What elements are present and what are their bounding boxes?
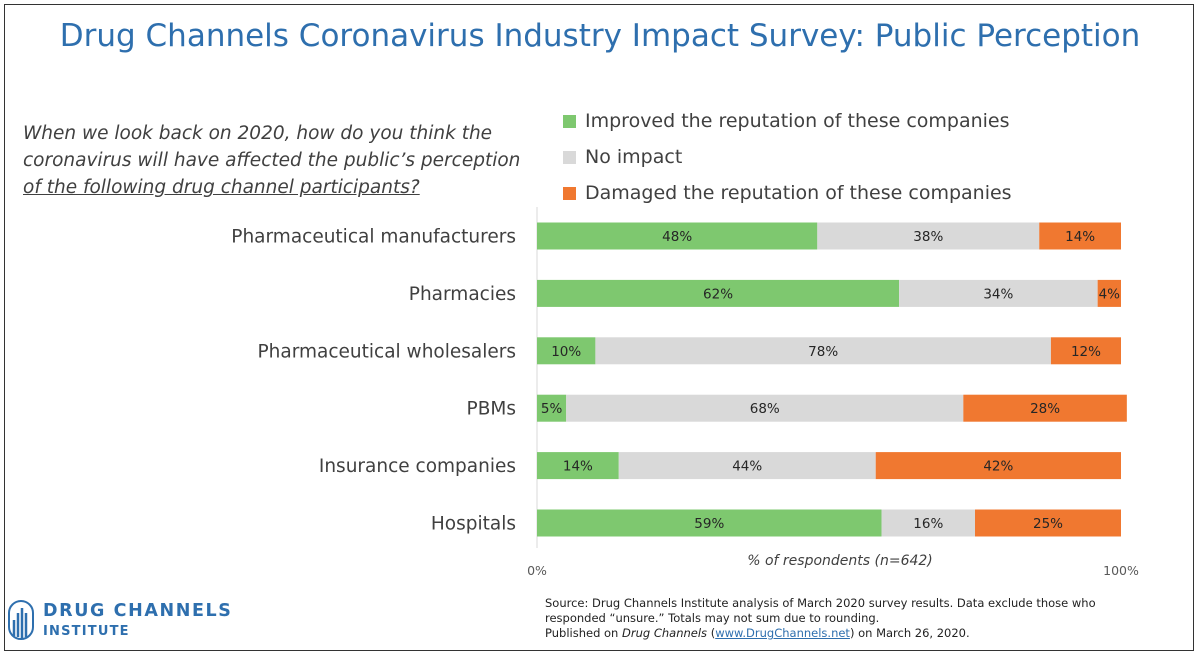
category-label-pharmacies: Pharmacies (409, 284, 516, 305)
logo: DRUG CHANNELS INSTITUTE (8, 600, 233, 640)
published-italic: Drug Channels (622, 626, 708, 640)
data-label-pharmacies-improved-the-reputation-of-these-companies: 62% (703, 286, 733, 302)
chart-legend: Improved the reputation of these compani… (563, 103, 1012, 211)
bar-pbms-damaged-the-reputation-of-these-companies (963, 394, 1127, 422)
logo-text-line-1: DRUG CHANNELS (43, 601, 233, 621)
category-label-pharmaceutical-wholesalers: Pharmaceutical wholesalers (258, 341, 517, 362)
data-label-pharmaceutical-manufacturers-improved-the-reputation-of-these-companies: 48% (662, 229, 692, 245)
legend-swatch-improved (563, 114, 576, 128)
bar-pbms-no-impact (566, 394, 964, 422)
bar-insurance-companies-improved-the-reputation-of-these-companies (537, 452, 619, 480)
bar-hospitals-damaged-the-reputation-of-these-companies (975, 509, 1121, 537)
bar-pharmaceutical-manufacturers-improved-the-reputation-of-these-companies (537, 222, 818, 250)
bar-insurance-companies-damaged-the-reputation-of-these-companies (875, 452, 1121, 480)
published-open: ( (707, 626, 716, 640)
published-line: Published on Drug Channels (www.DrugChan… (545, 626, 1165, 641)
logo-text-line-2: INSTITUTE (43, 624, 130, 639)
legend-item-improved: Improved the reputation of these compani… (563, 103, 1012, 139)
data-label-pharmaceutical-manufacturers-no-impact: 38% (913, 229, 943, 245)
bar-pbms-improved-the-reputation-of-these-companies (537, 394, 567, 422)
category-label-hospitals: Hospitals (431, 514, 516, 535)
drugchannels-link[interactable]: www.DrugChannels.net (715, 626, 850, 640)
x-axis-label: % of respondents (n=642) (747, 553, 933, 569)
source-line-1: Source: Drug Channels Institute analysis… (545, 596, 1096, 610)
legend-swatch-no-impact (563, 150, 576, 164)
data-label-pharmaceutical-wholesalers-improved-the-reputation-of-these-companies: 10% (551, 344, 581, 360)
data-label-insurance-companies-damaged-the-reputation-of-these-companies: 42% (983, 459, 1013, 475)
published-prefix: Published on (545, 626, 623, 640)
slide-frame (4, 4, 1194, 651)
question-line-3: of the following drug channel participan… (23, 177, 420, 198)
bar-insurance-companies-no-impact (618, 452, 876, 480)
source-note: Source: Drug Channels Institute analysis… (545, 596, 1165, 641)
bar-pharmacies-no-impact (899, 279, 1098, 307)
data-label-pharmaceutical-wholesalers-no-impact: 78% (808, 344, 838, 360)
survey-question: When we look back on 2020, how do you th… (23, 120, 523, 201)
question-line-1: When we look back on 2020, how do you th… (23, 123, 493, 144)
bar-pharmaceutical-manufacturers-no-impact (817, 222, 1040, 250)
page-title: Drug Channels Coronavirus Industry Impac… (59, 18, 1141, 54)
data-label-pharmacies-no-impact: 34% (983, 286, 1013, 302)
legend-label-improved: Improved the reputation of these compani… (585, 110, 1010, 132)
data-label-pbms-damaged-the-reputation-of-these-companies: 28% (1030, 401, 1060, 417)
data-label-pharmaceutical-wholesalers-damaged-the-reputation-of-these-companies: 12% (1071, 344, 1101, 360)
data-label-pbms-no-impact: 68% (750, 401, 780, 417)
data-label-hospitals-improved-the-reputation-of-these-companies: 59% (694, 516, 724, 532)
category-label-pbms: PBMs (467, 399, 516, 420)
x-tick-label-1: 100% (1103, 563, 1139, 578)
x-tick-label-0: 0% (527, 563, 547, 578)
bar-hospitals-improved-the-reputation-of-these-companies (537, 509, 882, 537)
data-label-pbms-improved-the-reputation-of-these-companies: 5% (541, 401, 563, 417)
data-label-insurance-companies-improved-the-reputation-of-these-companies: 14% (563, 459, 593, 475)
source-line-2: responded “unsure.” Totals may not sum d… (545, 611, 880, 625)
data-label-hospitals-no-impact: 16% (913, 516, 943, 532)
data-label-pharmacies-damaged-the-reputation-of-these-companies: 4% (1099, 286, 1121, 302)
bar-pharmaceutical-wholesalers-damaged-the-reputation-of-these-companies (1050, 337, 1121, 365)
bar-pharmaceutical-manufacturers-damaged-the-reputation-of-these-companies (1039, 222, 1121, 250)
category-label-insurance-companies: Insurance companies (319, 456, 516, 477)
data-label-insurance-companies-no-impact: 44% (732, 459, 762, 475)
legend-label-damaged: Damaged the reputation of these companie… (585, 182, 1012, 204)
published-suffix: ) on March 26, 2020. (849, 626, 970, 640)
logo-capsule-icon (8, 600, 34, 640)
bar-pharmaceutical-wholesalers-no-impact (595, 337, 1051, 365)
bar-pharmaceutical-wholesalers-improved-the-reputation-of-these-companies (537, 337, 596, 365)
bar-hospitals-no-impact (881, 509, 975, 537)
category-label-pharmaceutical-manufacturers: Pharmaceutical manufacturers (231, 227, 516, 248)
legend-label-no-impact: No impact (585, 146, 683, 168)
question-line-2: coronavirus will have affected the publi… (23, 150, 521, 171)
bar-pharmacies-damaged-the-reputation-of-these-companies (1097, 279, 1121, 307)
data-label-pharmaceutical-manufacturers-damaged-the-reputation-of-these-companies: 14% (1065, 229, 1095, 245)
data-label-hospitals-damaged-the-reputation-of-these-companies: 25% (1033, 516, 1063, 532)
bar-pharmacies-improved-the-reputation-of-these-companies (537, 279, 900, 307)
legend-item-no-impact: No impact (563, 139, 1012, 175)
legend-item-damaged: Damaged the reputation of these companie… (563, 175, 1012, 211)
legend-swatch-damaged (563, 186, 576, 200)
